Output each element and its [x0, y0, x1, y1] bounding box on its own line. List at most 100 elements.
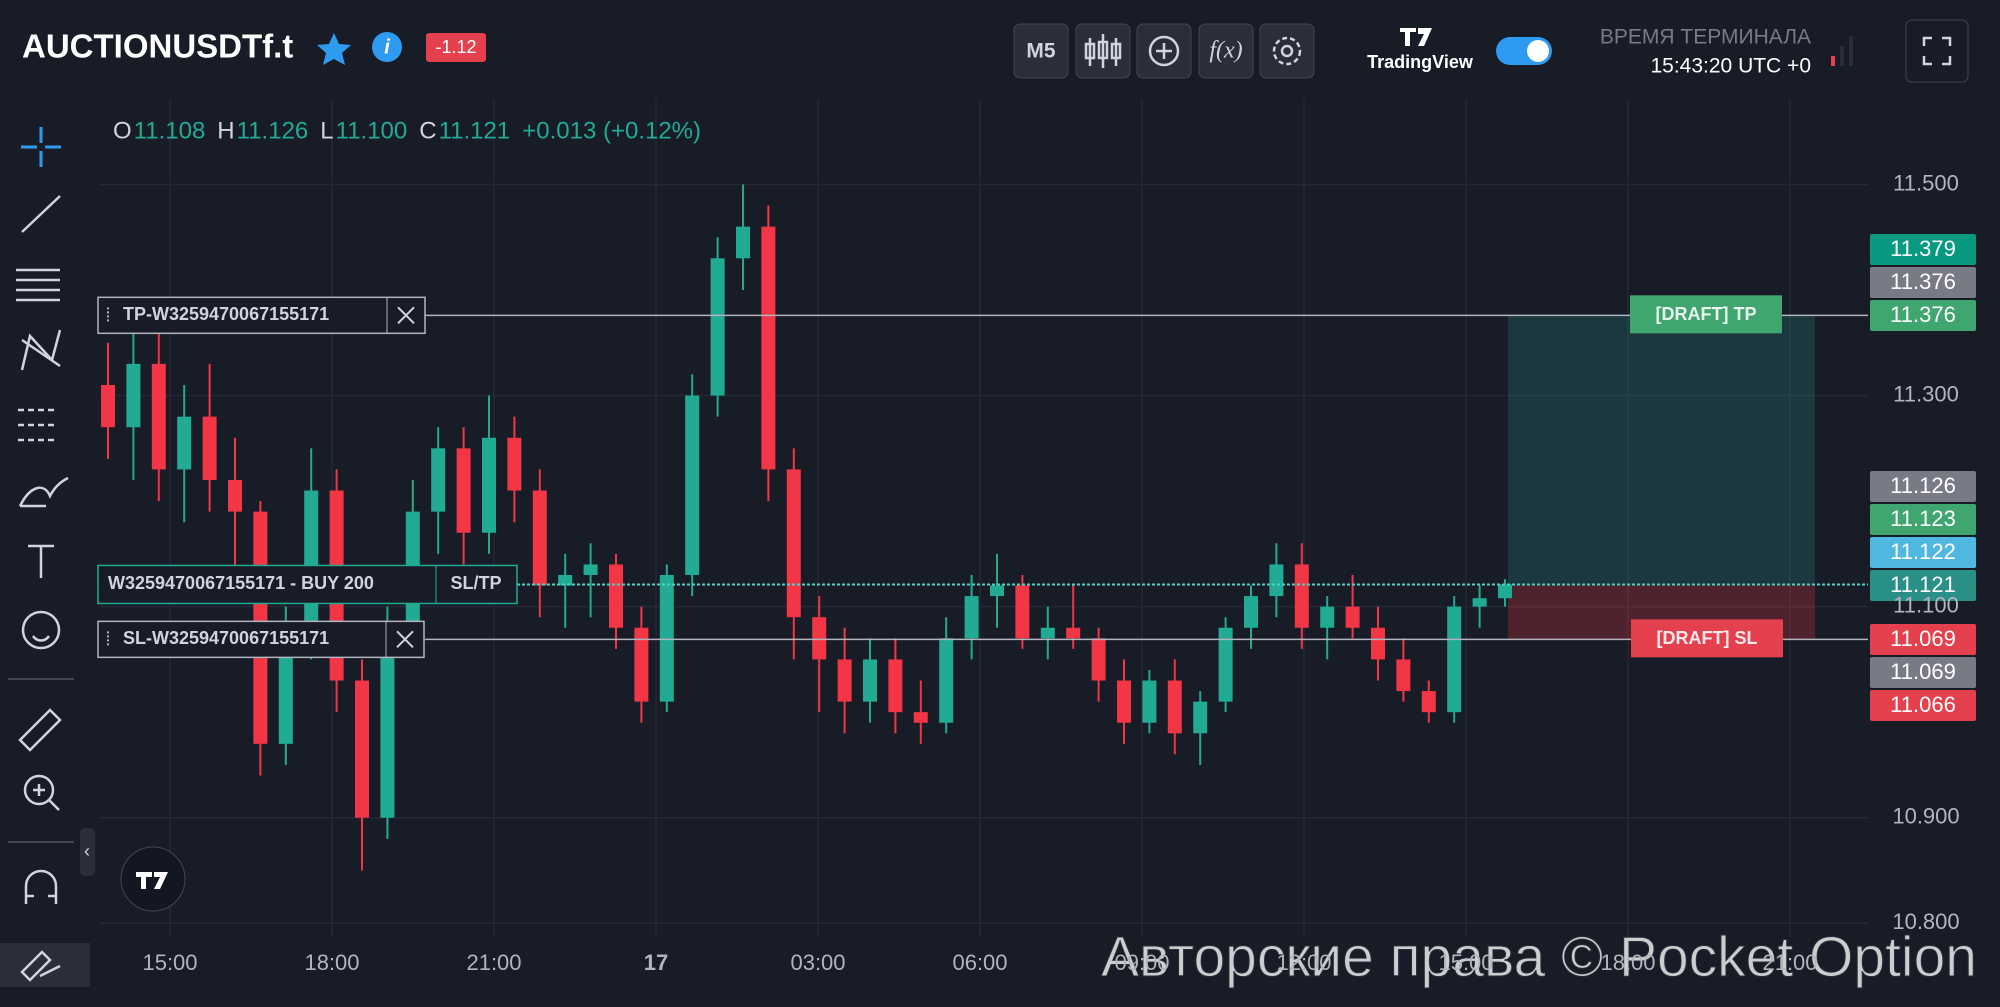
symbol[interactable]: AUCTIONUSDTf.t: [22, 28, 293, 65]
sl-tp-button[interactable]: SL/TP: [450, 573, 501, 593]
candle-body: [101, 384, 115, 428]
sl-label: SL-W3259470067155171: [123, 628, 329, 648]
candle-body: [1294, 564, 1309, 628]
candle-body: [1218, 627, 1233, 702]
line-tool[interactable]: [21, 195, 61, 233]
candle-body: [939, 638, 954, 723]
candle-body: [786, 469, 801, 618]
emoji-smile: [31, 635, 51, 642]
price-badge-label: 11.069: [1890, 626, 1956, 651]
change-badge-text: -1.12: [435, 37, 476, 57]
settings-button[interactable]: [1259, 23, 1315, 79]
price-badge: [1870, 267, 1976, 298]
brush-tool[interactable]: [18, 476, 69, 508]
projection-tool[interactable]: [18, 408, 58, 442]
info-icon[interactable]: [372, 32, 402, 62]
price-badge-label: 11.376: [1890, 302, 1956, 327]
collapse-tab[interactable]: [80, 828, 95, 876]
candle-body: [1193, 701, 1208, 734]
watermark: Авторские права © Pocket Option: [1101, 925, 1977, 989]
indicators-icon: f(x): [1209, 38, 1242, 64]
candle-body: [1142, 680, 1157, 723]
x-tick-label: 12:00: [1276, 950, 1331, 975]
grid: [100, 100, 1868, 937]
y-tick-label: 11.500: [1893, 170, 1959, 195]
legend-value: 11.108: [134, 117, 206, 144]
fib-tool[interactable]: [16, 268, 60, 302]
collapse-icon: ‹: [84, 841, 90, 861]
candle-body: [812, 617, 827, 660]
legend-value: 11.121: [439, 117, 511, 144]
candle-body: [583, 564, 598, 575]
indicators-button[interactable]: [1198, 23, 1254, 79]
fullscreen-button[interactable]: [1905, 19, 1969, 83]
sl-close[interactable]: [396, 630, 414, 649]
timeframe-button[interactable]: [1013, 23, 1069, 79]
magnet-tool[interactable]: [24, 869, 58, 904]
signal-bar: [1831, 56, 1835, 66]
legend-change: +0.013 (+0.12%): [522, 117, 701, 144]
entry-label: W3259470067155171 - BUY 200: [108, 573, 374, 593]
pattern-tool[interactable]: [20, 329, 62, 371]
ruler-tool[interactable]: [18, 708, 62, 752]
tv-badge[interactable]: [120, 846, 186, 912]
candle-body: [1396, 659, 1411, 692]
zoom-tool[interactable]: [23, 774, 55, 806]
price-badge-label: 11.066: [1890, 692, 1956, 717]
candle-body: [1498, 584, 1512, 599]
candle-body: [1015, 585, 1030, 639]
draft-tp-tag: [1630, 295, 1782, 334]
x-tick-label: 15:00: [142, 950, 197, 975]
candle-body: [964, 596, 979, 639]
tv-badge-logo: [136, 872, 168, 889]
terminal-time-label: ВРЕМЯ ТЕРМИНАЛА: [1600, 26, 1811, 49]
candle-body: [456, 448, 471, 533]
candle-body: [177, 416, 192, 470]
crosshair-tool[interactable]: [21, 127, 61, 167]
info-glyph: i: [384, 36, 390, 58]
settings-icon: [1272, 36, 1302, 66]
favorite-star[interactable]: [317, 33, 351, 65]
price-badge: [1870, 234, 1976, 265]
x-tick-label: 03:00: [790, 950, 845, 975]
candle-body: [126, 363, 141, 428]
zoom-icon: [33, 784, 60, 811]
x-tick-label: 18:00: [304, 950, 359, 975]
candle-body: [355, 680, 369, 818]
candle-body: [659, 574, 674, 702]
position-zones: [1508, 315, 1815, 640]
price-badge: [1870, 471, 1976, 502]
candle-body: [1320, 606, 1335, 628]
change-badge: [426, 33, 486, 62]
settings-icon-center: [1280, 44, 1294, 58]
draft-sl-label: [DRAFT] SL: [1657, 628, 1758, 648]
price-badge-label: 11.126: [1890, 473, 1956, 498]
entry-box: [97, 564, 518, 605]
x-tick-label: 15:00: [1438, 950, 1493, 975]
overlays: TP-W3259470067155171 SL-W3259470067155171…: [97, 234, 1976, 721]
price-badge: [1870, 690, 1976, 721]
candle-body: [1091, 638, 1106, 681]
candle-body: [532, 490, 547, 586]
candle-body: [151, 363, 166, 470]
candle-body: [482, 437, 496, 533]
candle-body: [228, 479, 242, 512]
legend-key: H: [217, 117, 234, 144]
emoji-tool[interactable]: [21, 610, 61, 650]
candles: [101, 184, 1512, 871]
price-badge: [1870, 504, 1976, 535]
add-icon-plus: [1156, 43, 1172, 59]
terminal-time: 15:43:20 UTC +0: [1650, 55, 1811, 78]
x-tick-label: 18:00: [1600, 950, 1655, 975]
tp-close[interactable]: [397, 306, 415, 325]
candle-body: [380, 627, 395, 818]
candle-body: [1167, 680, 1182, 734]
text-tool[interactable]: [28, 544, 54, 578]
candle-body: [202, 416, 217, 480]
price-badge-label: 11.123: [1890, 506, 1956, 531]
candle-body: [888, 659, 903, 713]
legend-value: 11.126: [237, 117, 309, 144]
sl-box: [97, 620, 425, 659]
candle-body: [913, 712, 928, 723]
brand: TradingView: [1367, 52, 1474, 72]
